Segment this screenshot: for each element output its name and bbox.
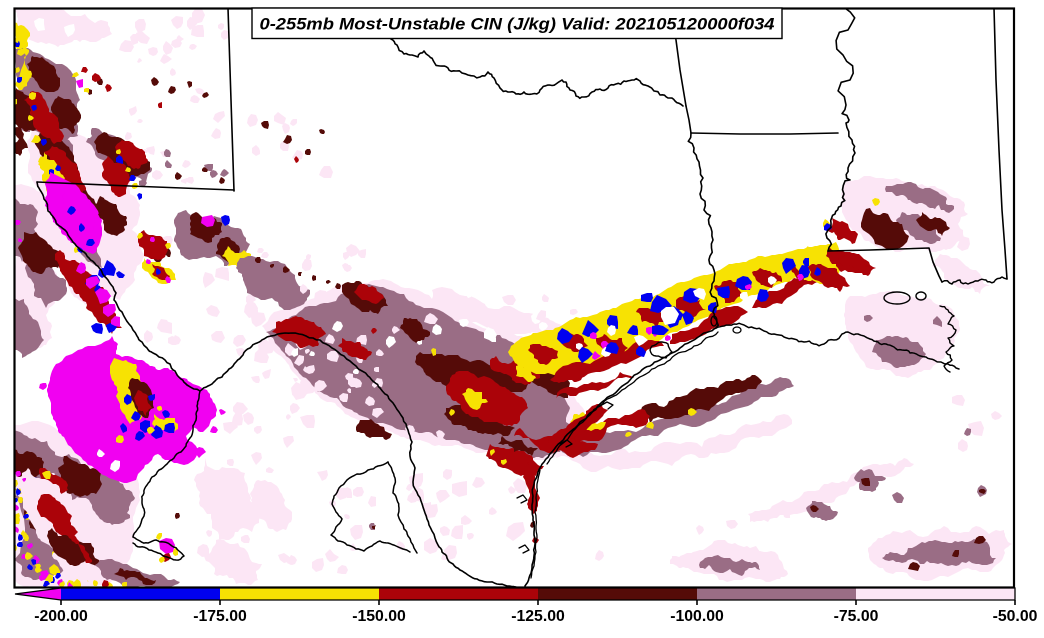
svg-text:-125.00: -125.00: [511, 608, 565, 625]
svg-text:-175.00: -175.00: [193, 608, 247, 625]
svg-text:0-255mb Most-Unstable CIN (J/k: 0-255mb Most-Unstable CIN (J/kg) Valid: …: [260, 16, 775, 34]
svg-text:-200.00: -200.00: [34, 608, 88, 625]
svg-text:-75.00: -75.00: [834, 608, 879, 625]
svg-text:-150.00: -150.00: [352, 608, 406, 625]
svg-text:-100.00: -100.00: [670, 608, 724, 625]
svg-text:-50.00: -50.00: [993, 608, 1038, 625]
